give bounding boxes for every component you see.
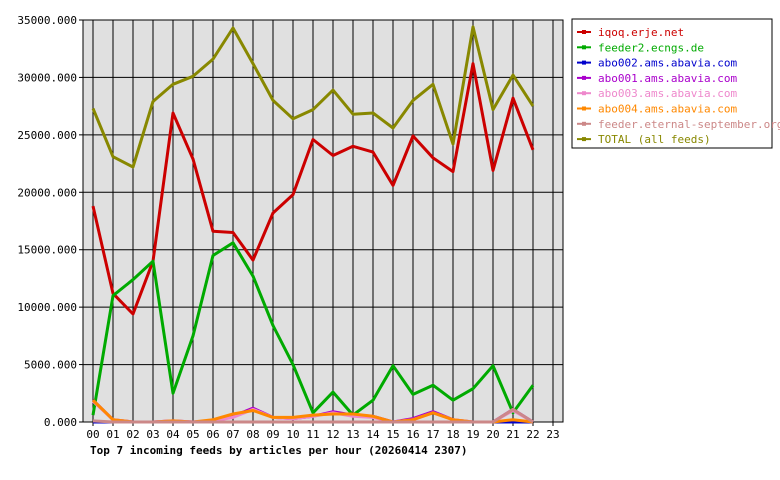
- legend-swatch-marker: [582, 75, 586, 80]
- grid-layer: [79, 19, 563, 426]
- plot-background: [82, 19, 564, 423]
- x-tick-label: 02: [126, 428, 139, 441]
- legend-label: feeder.eternal-september.org: [598, 118, 780, 131]
- y-tick-label: 15000.000: [17, 244, 77, 257]
- x-tick-label: 18: [446, 428, 459, 441]
- y-tick-label: 25000.000: [17, 129, 77, 142]
- y-tick-label: 20000.000: [17, 186, 77, 199]
- series-line-7: [91, 25, 535, 169]
- x-tick-label: 21: [506, 428, 519, 441]
- x-tick-label: 08: [246, 428, 259, 441]
- y-tick-label: 35000.000: [17, 14, 77, 27]
- legend-swatch-marker: [582, 30, 586, 34]
- legend-label: abo004.ams.abavia.com: [598, 103, 737, 116]
- x-tick-label: 00: [86, 428, 99, 441]
- legend: iqoq.erje.net feeder2.ecngs.de abo002.ams.…: [577, 26, 780, 146]
- x-tick-label: 13: [346, 428, 359, 441]
- y-tick-label: 10000.000: [17, 301, 77, 314]
- x-axis-tick-labels: 00 01 02 03 04 05 06 07 08 09 10 11 12 13 14 15 16 17 18 19…: [86, 428, 559, 441]
- legend-label: abo001.ams.abavia.com: [598, 72, 737, 85]
- x-tick-label: 10: [286, 428, 299, 441]
- x-tick-label: 01: [106, 428, 119, 441]
- legend-label: TOTAL (all feeds): [598, 133, 711, 146]
- x-tick-label: 03: [146, 428, 159, 441]
- legend-swatch-marker: [582, 60, 586, 65]
- legend-swatch-marker: [582, 106, 586, 111]
- legend-label: abo002.ams.abavia.com: [598, 57, 737, 70]
- y-tick-label: 30000.000: [17, 71, 77, 84]
- x-tick-label: 04: [166, 428, 180, 441]
- y-axis-tick-labels: 0.000 5000.000 10000.000 15000.000 20000.000…: [17, 14, 77, 429]
- legend-swatch-marker: [582, 137, 586, 142]
- legend-label: iqoq.erje.net: [598, 26, 684, 39]
- x-tick-label: 06: [206, 428, 219, 441]
- legend-label: abo003.ams.abavia.com: [598, 87, 737, 100]
- x-tick-label: 20: [486, 428, 499, 441]
- x-tick-label: 22: [526, 428, 539, 441]
- x-tick-label: 12: [326, 428, 339, 441]
- legend-swatch-marker: [582, 91, 586, 96]
- x-tick-label: 19: [466, 428, 479, 441]
- x-tick-label: 17: [426, 428, 439, 441]
- x-tick-label: 07: [226, 428, 239, 441]
- legend-swatch-marker: [582, 45, 586, 50]
- x-tick-label: 05: [186, 428, 199, 441]
- series-line-0: [91, 62, 535, 316]
- y-tick-label: 0.000: [44, 416, 77, 429]
- x-tick-label: 16: [406, 428, 419, 441]
- x-tick-label: 14: [366, 428, 380, 441]
- series-lines: [91, 25, 535, 424]
- x-tick-label: 11: [306, 428, 319, 441]
- series-line-1: [91, 241, 535, 417]
- legend-swatch-marker: [582, 121, 586, 126]
- legend-box: [571, 18, 773, 149]
- chart-title: Top 7 incoming feeds by articles per hou…: [90, 444, 468, 457]
- x-tick-label: 09: [266, 428, 279, 441]
- y-tick-label: 5000.000: [24, 359, 77, 372]
- series-line-6: [92, 407, 534, 424]
- x-tick-label: 23: [546, 428, 559, 441]
- legend-label: feeder2.ecngs.de: [598, 41, 704, 54]
- x-tick-label: 15: [386, 428, 399, 441]
